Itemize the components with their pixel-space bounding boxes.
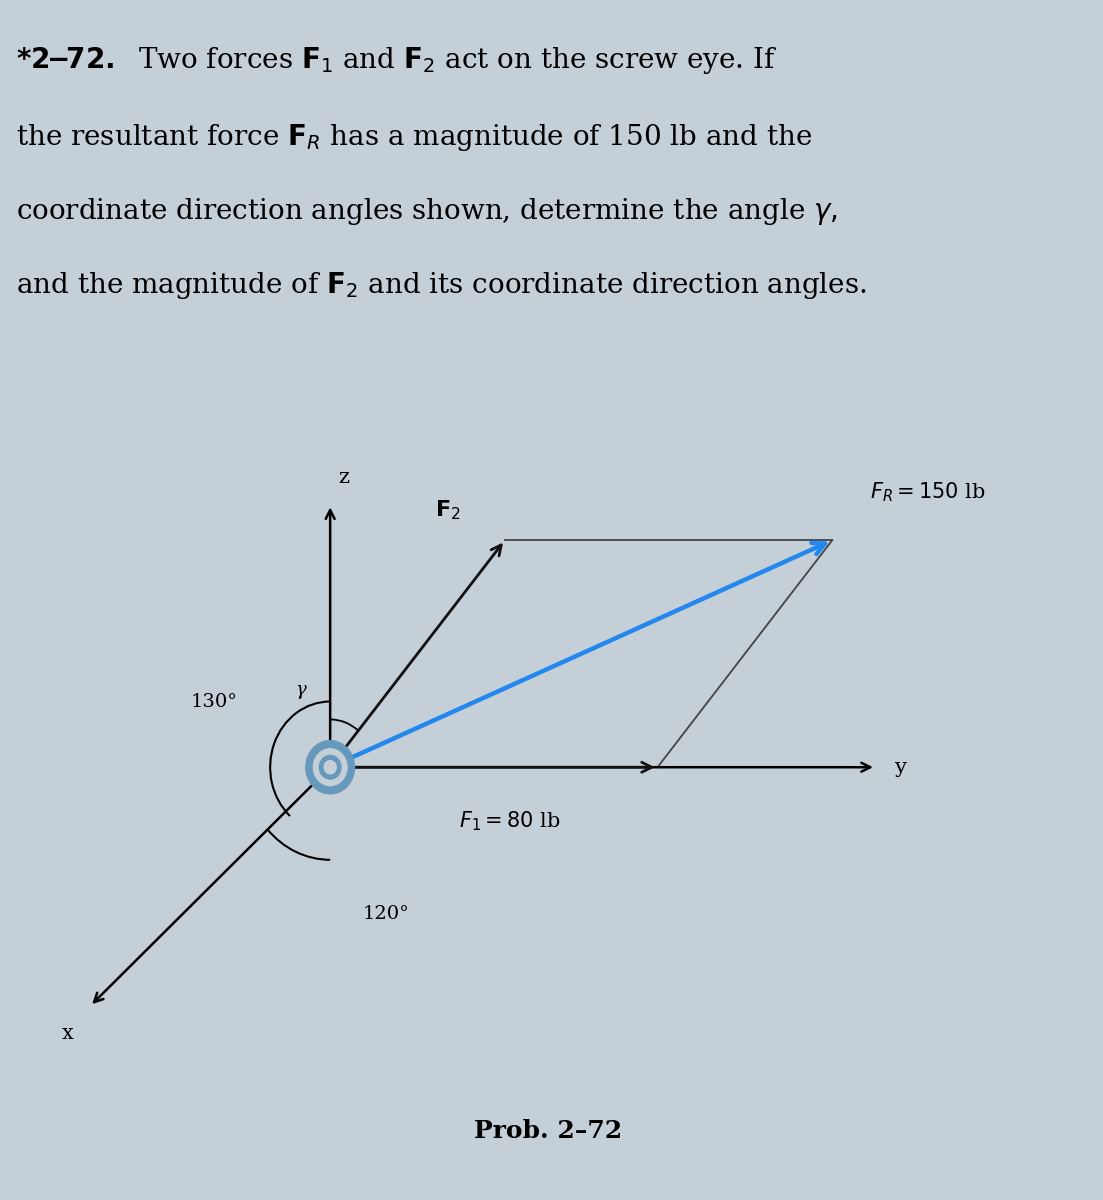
Circle shape bbox=[324, 761, 336, 774]
Text: $\mathbf{*2\!\!-\!\!72.}$  Two forces $\mathbf{F}_1$ and $\mathbf{F}_2$ act on t: $\mathbf{*2\!\!-\!\!72.}$ Two forces $\m… bbox=[15, 44, 778, 76]
Text: $F_R = 150$ lb: $F_R = 150$ lb bbox=[870, 481, 986, 504]
Text: y: y bbox=[896, 757, 908, 776]
Text: and the magnitude of $\mathbf{F}_2$ and its coordinate direction angles.: and the magnitude of $\mathbf{F}_2$ and … bbox=[15, 270, 867, 301]
Text: coordinate direction angles shown, determine the angle $\gamma,$: coordinate direction angles shown, deter… bbox=[15, 197, 838, 227]
Text: γ: γ bbox=[296, 680, 307, 698]
Text: $F_1 = 80$ lb: $F_1 = 80$ lb bbox=[460, 809, 561, 833]
Text: z: z bbox=[338, 468, 349, 486]
Text: the resultant force $\mathbf{F}_R$ has a magnitude of 150 lb and the: the resultant force $\mathbf{F}_R$ has a… bbox=[15, 122, 812, 154]
Text: Prob. 2–72: Prob. 2–72 bbox=[474, 1120, 622, 1144]
Circle shape bbox=[313, 749, 347, 786]
Text: 120°: 120° bbox=[363, 905, 410, 923]
Text: x: x bbox=[62, 1024, 74, 1043]
Circle shape bbox=[320, 755, 341, 779]
Text: 130°: 130° bbox=[191, 692, 237, 710]
Text: $\mathbf{F}_2$: $\mathbf{F}_2$ bbox=[436, 499, 461, 522]
Circle shape bbox=[307, 740, 354, 793]
